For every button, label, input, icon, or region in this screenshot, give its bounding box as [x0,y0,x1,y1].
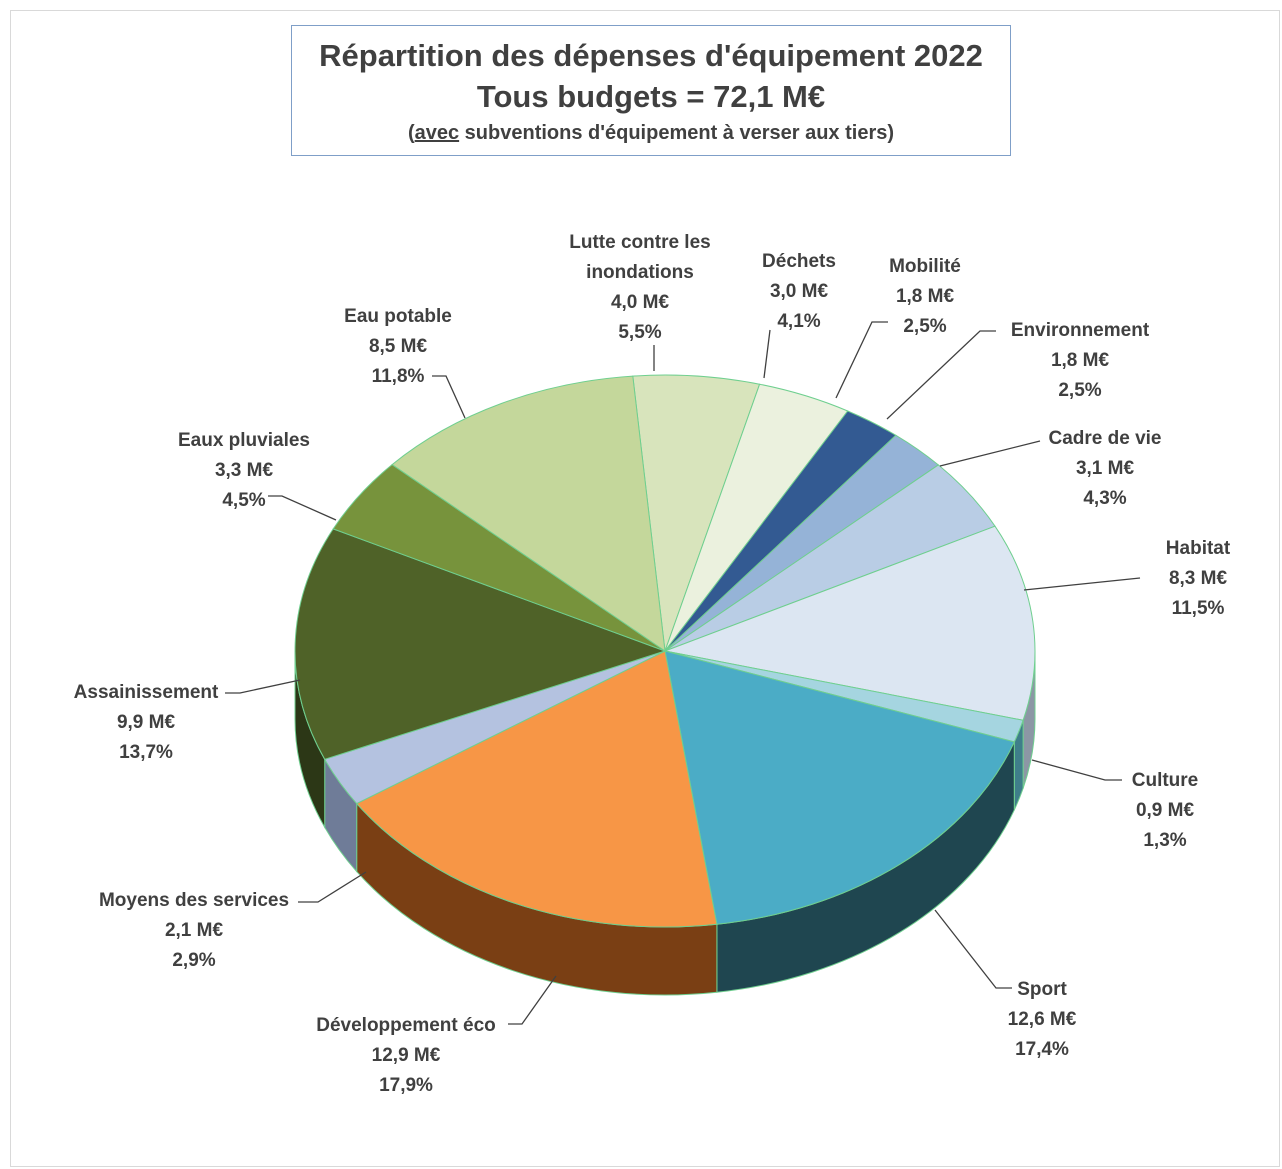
chart-note: (avec subventions d'équipement à verser … [292,118,1010,148]
data-label: 1,3% [1143,830,1186,851]
data-label: Cadre de vie [1049,428,1162,449]
data-label: 9,9 M€ [117,712,176,733]
data-label: 2,1 M€ [165,920,224,941]
data-label: Mobilité [889,256,961,277]
data-label: Eaux pluviales [178,430,310,451]
leader-line [1023,577,1141,591]
data-label: Moyens des services [99,890,289,911]
data-label: 2,5% [1058,380,1101,401]
chart-note-rest: subventions d'équipement à verser aux ti… [459,122,895,144]
data-label: Déchets [762,251,836,272]
data-label: 17,9% [379,1075,433,1096]
data-label: 11,5% [1172,598,1225,619]
data-label: 3,0 M€ [770,281,829,302]
leader-line [1031,759,1122,781]
leader-line [835,321,888,399]
leader-line [508,975,557,1025]
pie-slice[interactable] [294,528,667,760]
data-label: 3,3 M€ [215,460,274,481]
data-label: 1,8 M€ [896,286,955,307]
chart-note-underlined: avec [414,122,460,144]
chart-subtitle: Tous budgets = 72,1 M€ [476,79,826,114]
data-labels: Lutte contre les inondations 4,0 M€ 5,5% Déc… [74,232,1231,1096]
data-label: 12,9 M€ [372,1045,441,1066]
data-label: inondations [586,262,694,283]
data-label: 8,3 M€ [1169,568,1228,589]
leader-line [298,871,367,903]
pie-slices [294,374,1036,928]
data-label: 2,9% [172,950,215,971]
data-label: 4,3% [1083,488,1126,509]
data-label: Développement éco [316,1015,496,1036]
leader-lines [225,321,1141,1025]
data-label: Assainissement [74,682,219,703]
data-label: 1,8 M€ [1051,350,1110,371]
leader-line [763,329,771,379]
leader-line [268,495,337,521]
data-label: 17,4% [1015,1039,1069,1060]
chart-title: Répartition des dépenses d'équipement 20… [319,38,983,73]
chart-note-open: ( [407,122,415,144]
data-label: Lutte contre les [569,232,710,253]
data-label: Habitat [1166,538,1231,559]
data-label: 0,9 M€ [1136,800,1195,821]
pie-slice[interactable] [664,650,1016,925]
data-label: 8,5 M€ [369,336,428,357]
pie-slice[interactable] [391,375,666,653]
data-label: 5,5% [618,322,661,343]
leader-line [432,375,466,419]
leader-line [225,679,301,694]
leader-line [934,909,1012,989]
data-label: Eau potable [344,306,452,327]
leader-line [886,330,996,420]
data-label: 13,7% [119,742,173,763]
data-label: 4,0 M€ [611,292,670,313]
data-label: 2,5% [903,316,946,337]
chart-title-box: Répartition des dépenses d'équipement 20… [291,25,1011,156]
data-label: Environnement [1011,320,1150,341]
data-label: Culture [1132,770,1199,791]
data-label: 4,1% [777,311,820,332]
leader-line [939,440,1041,467]
data-label: 3,1 M€ [1076,458,1135,479]
data-label: Sport [1017,979,1067,1000]
pie-slice[interactable] [355,650,718,928]
data-label: 12,6 M€ [1008,1009,1077,1030]
data-label: 4,5% [222,490,265,511]
pie-slice[interactable] [663,525,1036,721]
data-label: 11,8% [372,366,425,387]
